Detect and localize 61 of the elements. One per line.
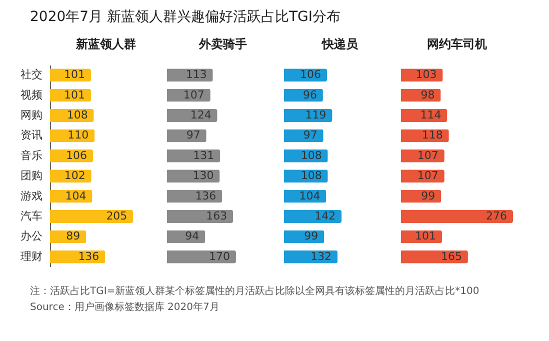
source-note: Source：用户画像标签数据库 2020年7月 xyxy=(30,300,220,315)
data-label: 114 xyxy=(420,108,442,122)
data-label: 101 xyxy=(414,230,436,243)
bar xyxy=(50,210,134,223)
data-label: 96 xyxy=(302,88,317,102)
data-label: 97 xyxy=(186,128,200,142)
data-label: 89 xyxy=(66,230,80,243)
data-label: 108 xyxy=(66,108,88,122)
data-label: 118 xyxy=(422,128,443,142)
y-tick-label: 社交 xyxy=(20,68,42,82)
data-label: 163 xyxy=(206,210,228,222)
data-label: 132 xyxy=(310,250,332,263)
data-label: 110 xyxy=(68,128,89,142)
bar xyxy=(401,210,513,223)
data-label: 99 xyxy=(304,230,318,243)
y-tick-label: 资讯 xyxy=(20,128,42,142)
y-tick-label: 网购 xyxy=(20,108,42,122)
bar xyxy=(284,210,342,223)
chart-title: 外卖骑手 xyxy=(198,37,247,51)
y-tick-label: 办公 xyxy=(20,230,42,243)
y-tick-label: 游戏 xyxy=(20,189,42,202)
data-label: 98 xyxy=(420,88,435,102)
chart-subtitle: 新蓝领人群 xyxy=(75,37,136,51)
data-label: 97 xyxy=(303,128,318,142)
data-label: 131 xyxy=(193,148,214,162)
y-tick-label: 视频 xyxy=(20,88,42,102)
text: 2020年7月 新蓝领人群兴趣偏好活跃占比TGI分布 xyxy=(30,8,341,26)
text: 注：活跃占比TGI=新蓝领人群某个标签属性的月活跃占比除以全网具有该标签属性的月活跃占比*100 xyxy=(30,284,480,299)
data-label: 106 xyxy=(300,68,322,82)
data-label: 170 xyxy=(208,250,230,263)
data-label: 108 xyxy=(300,169,322,182)
data-label: 107 xyxy=(183,88,204,102)
data-label: 119 xyxy=(305,108,326,122)
y-tick-label: 音乐 xyxy=(20,148,42,162)
data-label: 130 xyxy=(192,169,214,182)
data-label: 107 xyxy=(417,169,438,182)
data-label: 136 xyxy=(195,189,216,202)
y-tick-label: 理财 xyxy=(20,250,42,263)
data-label: 101 xyxy=(64,68,85,82)
data-label: 113 xyxy=(186,68,207,82)
data-label: 104 xyxy=(65,189,86,202)
data-label: 104 xyxy=(299,189,320,202)
data-label: 142 xyxy=(314,210,336,222)
data-label: 124 xyxy=(190,108,212,122)
data-label: 136 xyxy=(78,250,100,263)
data-label: 102 xyxy=(64,169,86,182)
data-label: 106 xyxy=(66,148,88,162)
data-label: 94 xyxy=(185,230,200,243)
bar xyxy=(167,210,234,223)
data-label: 101 xyxy=(64,88,85,102)
chart-title: 快递员 xyxy=(321,37,359,51)
data-label: 108 xyxy=(300,148,322,162)
data-label: 165 xyxy=(440,250,462,263)
data-label: 103 xyxy=(416,68,437,82)
chart-title: 网约车司机 xyxy=(427,37,487,51)
data-label: 107 xyxy=(417,148,438,162)
y-tick-label: 汽车 xyxy=(20,210,42,222)
data-label: 205 xyxy=(106,210,128,222)
data-label: 276 xyxy=(486,210,507,222)
data-label: 99 xyxy=(421,189,436,202)
y-tick-label: 团购 xyxy=(20,169,42,182)
